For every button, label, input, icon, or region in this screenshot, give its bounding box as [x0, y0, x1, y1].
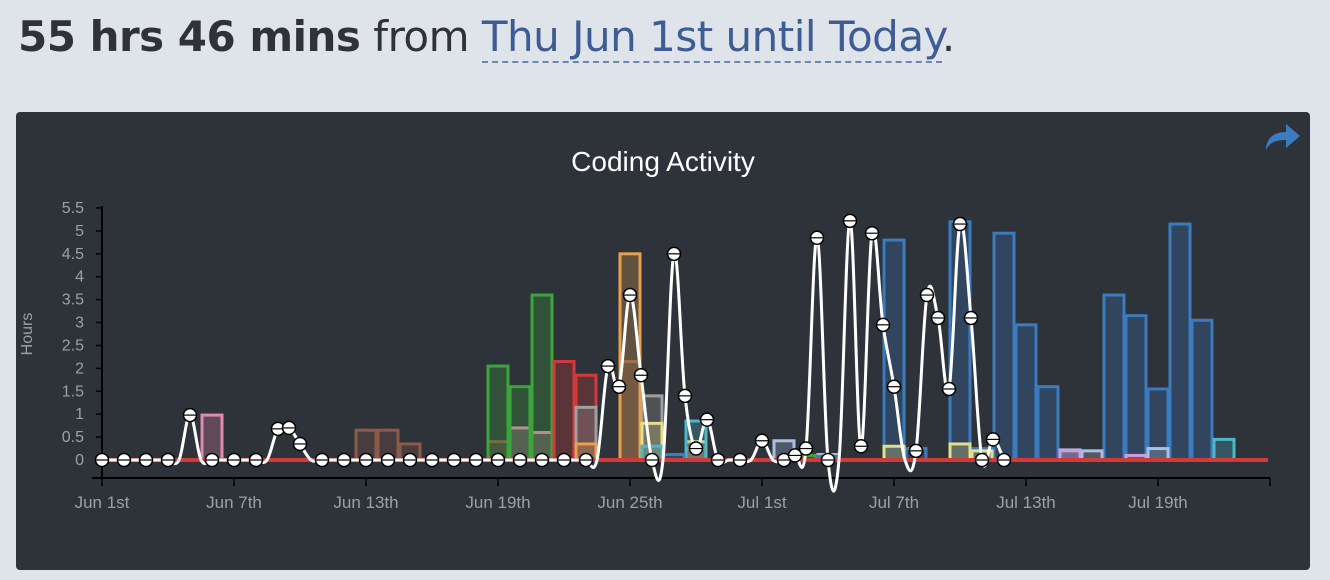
total-point — [941, 381, 957, 397]
total-point — [886, 379, 902, 394]
total-point — [963, 310, 979, 326]
series-bar — [1014, 323, 1038, 462]
total-point — [710, 452, 726, 468]
x-tick-label: Jun 25th — [597, 493, 662, 512]
total-point — [578, 452, 594, 468]
total-point — [534, 452, 550, 468]
x-tick-label: Jun 1st — [75, 493, 130, 512]
total-point — [512, 452, 528, 468]
total-point — [952, 216, 968, 232]
total-point — [138, 452, 154, 468]
total-point — [820, 452, 836, 468]
total-point — [226, 452, 242, 468]
from-word: from — [373, 12, 470, 61]
total-point — [699, 412, 715, 427]
x-tick-label: Jul 19th — [1128, 493, 1188, 512]
summary-headline: 55 hrs 46 mins from Thu Jun 1st until To… — [18, 12, 955, 63]
y-tick-label: 0.5 — [62, 429, 84, 446]
y-tick-label: 5 — [75, 223, 84, 240]
series-bar — [486, 364, 510, 462]
total-point — [985, 432, 1001, 447]
total-point — [468, 452, 484, 468]
chart-panel: Coding Activity 0 0.5 1 1.5 2 2.5 3 3.5 4 4.5 5 5.5… — [16, 112, 1310, 570]
total-point — [732, 452, 748, 468]
total-time: 55 hrs 46 mins — [18, 12, 361, 61]
y-tick-label: 4.5 — [62, 246, 84, 263]
x-tick-label: Jul 13th — [996, 493, 1056, 512]
series-bar — [1102, 293, 1126, 462]
total-point — [644, 452, 660, 468]
series-bar — [1168, 222, 1192, 462]
y-tick-label: 4 — [75, 269, 84, 286]
total-point — [314, 452, 330, 468]
total-point — [809, 230, 825, 246]
total-point — [424, 452, 440, 468]
total-point — [842, 213, 858, 229]
y-tick-label: 2 — [75, 360, 84, 377]
total-point — [292, 436, 308, 452]
total-point — [996, 452, 1012, 468]
total-point — [336, 452, 352, 468]
total-point — [611, 379, 627, 394]
total-point — [864, 225, 880, 241]
total-point — [490, 452, 506, 468]
x-tick-label: Jun 7th — [206, 493, 262, 512]
y-tick-label: 3 — [75, 315, 84, 332]
series-bar — [530, 293, 554, 462]
total-point — [402, 452, 418, 468]
series-bar — [1124, 314, 1148, 462]
headline-period: . — [941, 12, 955, 61]
total-point — [600, 358, 616, 374]
x-tick-label: Jun 13th — [333, 493, 398, 512]
total-point — [930, 310, 946, 326]
total-point — [853, 439, 869, 454]
series-bar — [1212, 437, 1236, 462]
total-point — [776, 452, 792, 468]
chart-title: Coding Activity — [571, 146, 755, 177]
y-tick-label: 5.5 — [62, 200, 84, 217]
series-bar — [508, 385, 532, 462]
total-point — [204, 452, 220, 468]
total-point — [908, 443, 924, 459]
total-point — [160, 452, 176, 468]
date-range-link[interactable]: Thu Jun 1st until Today — [481, 12, 942, 63]
y-tick-label: 1 — [75, 406, 84, 423]
total-point — [754, 433, 770, 449]
total-point — [446, 452, 462, 468]
total-point — [974, 452, 990, 468]
total-point — [875, 317, 891, 333]
total-point — [633, 367, 649, 383]
total-point — [358, 452, 374, 468]
total-point — [677, 388, 693, 404]
x-tick-label: Jun 19th — [465, 493, 530, 512]
y-tick-label: 0 — [75, 452, 84, 469]
total-point — [556, 452, 572, 468]
y-tick-label: 2.5 — [62, 337, 84, 354]
series-bar — [1190, 318, 1214, 462]
total-point — [182, 407, 198, 423]
total-series-line — [102, 219, 1006, 493]
total-point — [798, 441, 814, 456]
x-tick-label: Jul 7th — [869, 493, 919, 512]
share-arrow-icon[interactable] — [1262, 120, 1302, 154]
total-point — [622, 287, 638, 303]
total-point — [94, 452, 110, 468]
total-point — [787, 448, 803, 463]
total-point — [688, 441, 704, 456]
series-bar — [1036, 385, 1060, 462]
total-point — [666, 246, 682, 262]
series-bar — [948, 442, 972, 462]
x-tick-label: Jul 1st — [737, 493, 786, 512]
y-tick-label: 1.5 — [62, 383, 84, 400]
total-point — [380, 452, 396, 468]
y-axis-label: Hours — [19, 313, 36, 356]
coding-activity-chart: 0 0.5 1 1.5 2 2.5 3 3.5 4 4.5 5 5.5 Hours Jun 1st Jun … — [19, 200, 1271, 512]
total-point — [248, 452, 264, 468]
total-point — [919, 287, 935, 303]
total-point — [116, 452, 132, 468]
series-bar — [552, 359, 576, 462]
series-bar — [992, 231, 1016, 462]
total-point — [281, 420, 297, 436]
y-tick-label: 3.5 — [62, 292, 84, 309]
